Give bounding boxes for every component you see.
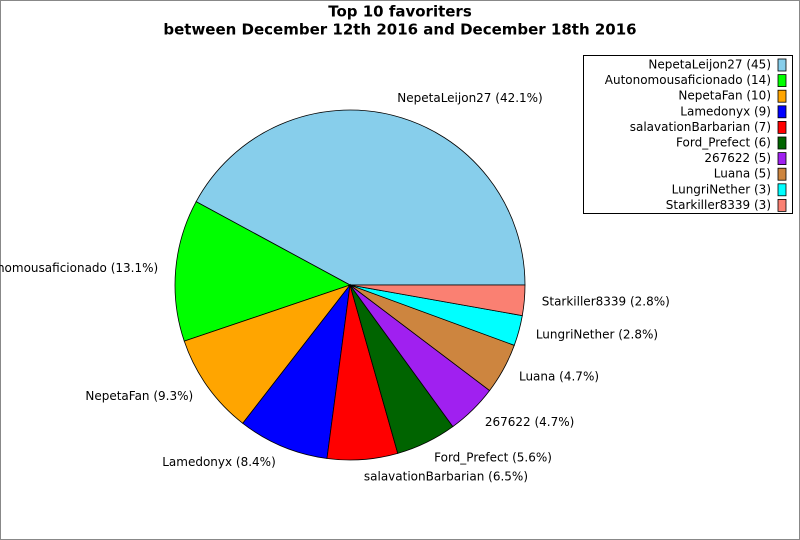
legend-label: Ford_Prefect (6) — [676, 136, 771, 150]
pie-slice — [183, 284, 352, 424]
legend-swatch — [777, 74, 787, 87]
pie-slice — [349, 284, 526, 317]
slice-label: Luana (4.7%) — [519, 370, 599, 384]
legend-swatch — [777, 167, 787, 181]
legend-swatch — [777, 105, 787, 119]
legend-label: Autonomousaficionado (14) — [605, 73, 771, 87]
pie-slice — [195, 109, 526, 286]
slice-label: 267622 (4.7%) — [485, 415, 574, 429]
slice-label: Lamedonyx (8.4%) — [162, 455, 276, 469]
legend-swatch — [777, 183, 787, 197]
legend-label: Lamedonyx (9) — [680, 104, 771, 118]
slice-label: salavationBarbarian (6.5%) — [364, 469, 528, 483]
chart-subtitle: between December 12th 2016 and December … — [163, 21, 636, 39]
legend-swatch — [777, 198, 787, 212]
slice-label: NepetaFan (9.3%) — [85, 389, 193, 403]
pie-slice — [242, 283, 351, 459]
legend-label: LungriNether (3) — [672, 182, 771, 196]
legend-swatch — [777, 121, 787, 134]
legend-label: salavationBarbarian (7) — [630, 120, 771, 134]
pie-slice — [174, 201, 351, 342]
legend-swatch — [777, 58, 787, 72]
legend-swatch — [777, 152, 787, 166]
legend-swatch — [777, 89, 787, 103]
legend-label: 267622 (5) — [704, 151, 771, 165]
legend-label: Luana (5) — [714, 167, 771, 181]
legend-swatch — [777, 136, 787, 150]
legend-box — [583, 55, 793, 214]
legend-label: NepetaFan (10) — [678, 89, 771, 103]
slice-label: Starkiller8339 (2.8%) — [542, 294, 670, 308]
slice-label: LungriNether (2.8%) — [536, 328, 658, 342]
legend-label: Starkiller8339 (3) — [666, 198, 771, 212]
chart-title: Top 10 favoriters — [328, 3, 472, 21]
slice-label: Ford_Prefect (5.6%) — [434, 451, 552, 465]
slice-label: Autonomousaficionado (13.1%) — [0, 261, 158, 275]
legend-label: NepetaLeijon27 (45) — [648, 58, 771, 72]
slice-label: NepetaLeijon27 (42.1%) — [397, 91, 542, 105]
